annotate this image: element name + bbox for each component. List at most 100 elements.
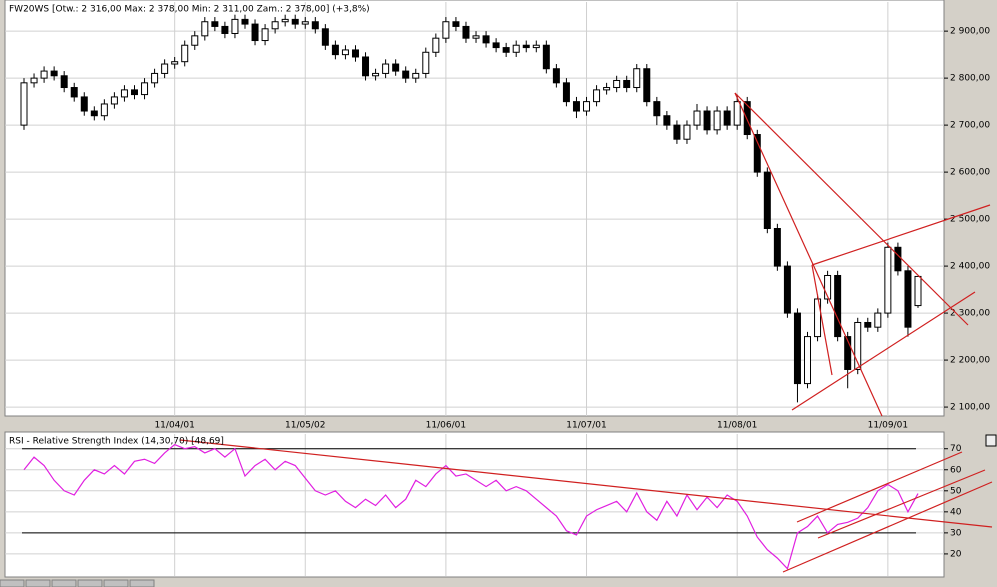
bottom-tabs [0,579,155,587]
candle-body [50,70,58,77]
candle-body [331,44,339,56]
candle-body [593,89,601,103]
tab[interactable] [51,579,77,587]
candle-body [552,68,560,84]
y-tick-label: 50 [950,486,962,496]
candle-body [783,265,791,314]
tab[interactable] [25,579,51,587]
candle-body [70,87,78,98]
candle-body [100,103,108,117]
candle-body [402,70,410,79]
candle-body [281,18,289,23]
candle-body [703,110,711,131]
candle-body [80,96,88,112]
candle-body [723,110,731,126]
candle-body [673,124,681,140]
y-tick-label: 2 500,00 [950,215,990,225]
x-tick-label: 11/06/01 [426,421,466,431]
price-panel [4,0,945,417]
candle-body [382,63,390,74]
candle-body [713,110,721,131]
rsi-line [23,443,919,570]
y-tick-label: 40 [950,507,962,517]
candle-body [763,171,771,230]
y-tick-label: 2 800,00 [950,74,990,84]
candle-body [844,336,852,370]
candle-body [884,246,892,314]
candle-body [191,35,199,46]
tab[interactable] [129,579,155,587]
candle-body [372,72,380,77]
candle-body [120,89,128,98]
x-tick-label: 11/08/01 [717,421,757,431]
tab[interactable] [103,579,129,587]
tab[interactable] [0,579,25,587]
candle-body [633,68,641,89]
candle-body [171,61,179,65]
candle-body [271,21,279,30]
candle-body [864,321,872,328]
candle-body [151,72,159,84]
candle-body [251,23,259,42]
candle-body [663,115,671,126]
candle-body [90,110,98,117]
trend-line [817,469,986,539]
y-tick-label: 2 700,00 [950,121,990,131]
candle-body [532,44,540,49]
candle-body [562,82,570,103]
candle-body [623,79,631,89]
candle-body [341,49,349,56]
candle-body [824,274,832,300]
candle-body [362,56,370,77]
candle-body [211,21,219,27]
candle-body [693,110,701,126]
candle-body [20,82,28,126]
candle-body [583,101,591,112]
trend-line [811,204,991,266]
candle-body [60,75,68,89]
close-button[interactable] [985,434,997,447]
y-tick-label: 60 [950,465,962,475]
candle-body [572,101,580,112]
candle-body [462,25,470,39]
candle-body [291,18,299,25]
candle-body [854,321,862,370]
trend-line [782,481,993,573]
candle-body [30,77,38,84]
candle-body [412,72,420,79]
candle-body [773,228,781,267]
rsi-title: RSI - Relative Strength Index (14,30,70)… [9,437,224,447]
y-tick-label: 2 200,00 [950,356,990,366]
candle-body [653,101,661,117]
candle-body [422,51,430,74]
y-tick-label: 2 900,00 [950,27,990,37]
tab[interactable] [77,579,103,587]
candle-body [201,21,209,37]
candle-body [241,18,249,25]
candle-body [542,44,550,70]
candle-body [432,37,440,53]
candle-body [482,35,490,44]
y-tick-label: 2 300,00 [950,309,990,319]
trend-line [811,264,833,376]
y-tick-label: 2 400,00 [950,262,990,272]
candle-body [231,18,239,34]
candle-body [814,298,822,338]
x-tick-label: 11/05/02 [285,421,325,431]
candle-body [351,49,359,58]
candle-body [40,70,48,79]
y-tick-label: 70 [950,444,962,454]
y-tick-label: 30 [950,528,962,538]
candle-body [613,79,621,89]
candle-body [904,270,912,328]
candle-body [743,101,751,136]
candle-body [683,124,691,140]
candle-body [733,101,741,126]
x-tick-label: 11/04/01 [154,421,194,431]
candle-body [874,312,882,328]
candle-body [181,44,189,63]
candle-body [603,87,611,91]
candle-body [472,35,480,39]
candle-body [804,336,812,385]
